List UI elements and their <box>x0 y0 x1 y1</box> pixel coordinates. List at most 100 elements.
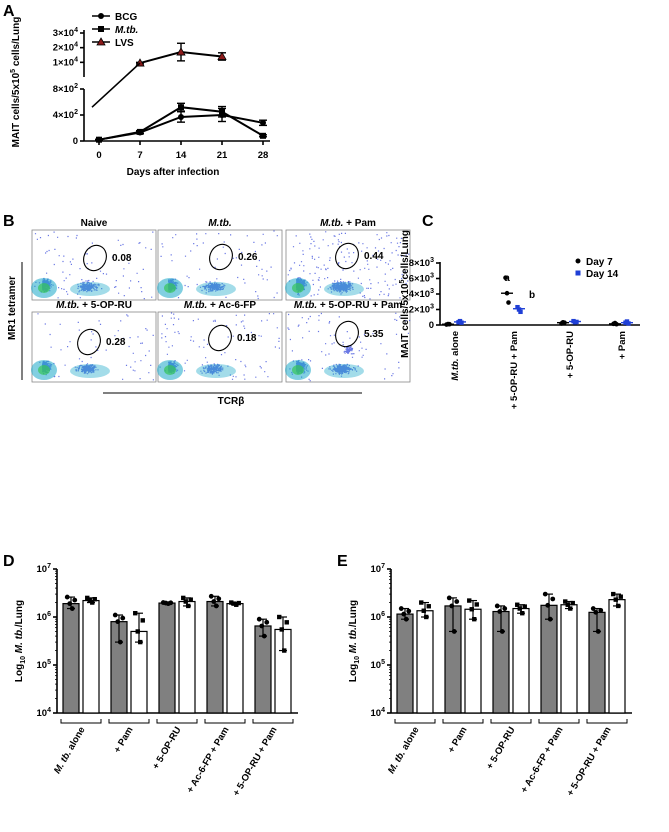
legend-marker <box>575 270 581 276</box>
data-point <box>616 603 621 609</box>
data-point <box>213 603 219 609</box>
bar-group <box>588 606 606 714</box>
y-tick-label: 8×102 <box>53 83 78 95</box>
population-core <box>38 365 50 375</box>
group-bracket <box>394 719 436 724</box>
data-point <box>613 597 618 602</box>
group-bracket <box>538 719 580 724</box>
data-point <box>515 304 520 310</box>
data-point <box>231 601 236 606</box>
data-point <box>137 128 143 135</box>
y-tick-label: 106 <box>37 611 52 623</box>
panel-label-b: B <box>3 213 15 230</box>
population-core <box>164 283 176 293</box>
data-point <box>593 609 599 615</box>
legend-marker <box>98 13 104 19</box>
flow-plot: 0.26 M.tb. <box>157 218 283 301</box>
data-point <box>90 600 95 605</box>
plot-title: M.tb. + Pam <box>320 218 376 229</box>
group-bracket <box>60 719 102 724</box>
y-tick-label: 107 <box>37 563 52 575</box>
bar-group <box>492 603 510 714</box>
data-point <box>133 610 138 616</box>
data-point <box>590 606 596 611</box>
category-label: M. tb. alone <box>386 725 422 776</box>
data-point <box>497 609 503 614</box>
data-point <box>398 606 404 611</box>
category-label: + 5-OP-RU <box>484 725 517 772</box>
mait-gate <box>335 242 359 270</box>
population-core <box>38 283 50 293</box>
bar <box>560 604 578 714</box>
data-point <box>467 598 472 603</box>
category-label: + Ac-6-FP + Pam <box>185 725 232 795</box>
bar-group <box>130 610 148 714</box>
y-tick-label: 3×104 <box>53 27 78 39</box>
legend-label: BCG <box>115 12 137 23</box>
bar-group <box>82 595 100 714</box>
flow-plot: 0.44 M.tb. + Pam <box>285 218 411 301</box>
data-point <box>469 607 474 612</box>
bar <box>254 625 272 714</box>
data-point <box>419 600 424 605</box>
mait-gate <box>335 320 359 348</box>
data-point <box>178 113 184 120</box>
data-point <box>406 608 412 614</box>
data-point <box>421 608 426 613</box>
data-point <box>69 606 75 611</box>
legend-item: M.tb. <box>92 25 138 36</box>
data-point <box>449 603 455 609</box>
population-cluster <box>196 282 236 296</box>
x-tick-label: 14 <box>176 150 187 161</box>
bar <box>178 600 196 714</box>
data-point <box>72 597 78 603</box>
y-axis-title: MR1 tetramer <box>7 276 18 340</box>
data-point <box>208 593 214 599</box>
mait-gate <box>208 324 232 352</box>
data-point <box>115 619 121 625</box>
flow-plot: 5.35 M.tb. + 5-OP-RU + Pam <box>285 300 411 383</box>
gate-frequency: 5.35 <box>364 329 384 340</box>
bar <box>226 603 244 714</box>
data-point <box>256 616 262 622</box>
legend-marker <box>575 258 581 264</box>
x-tick-label: 0 <box>96 150 101 161</box>
bar-group <box>512 602 530 714</box>
bar-group <box>274 614 292 714</box>
data-point <box>563 599 568 604</box>
bar-group <box>416 600 434 714</box>
data-point <box>401 611 407 617</box>
x-axis-title: TCRβ <box>218 396 245 407</box>
axis-break-line <box>91 62 141 108</box>
data-point <box>176 47 186 56</box>
population-core <box>292 283 304 293</box>
bar <box>82 599 100 714</box>
population-cluster <box>196 364 236 378</box>
data-point <box>117 639 123 645</box>
data-point <box>282 648 287 653</box>
y-tick-label: 0 <box>429 320 434 331</box>
data-point <box>446 595 452 601</box>
group-bracket <box>204 719 246 724</box>
chart-a: 0 7 14 21 28 0 4×102 8×102 1×104 2×104 3×104 Days a… <box>10 12 270 178</box>
bar <box>396 613 414 714</box>
y-tick-label: 104 <box>37 707 52 719</box>
bar <box>512 607 530 714</box>
group-bracket <box>490 719 532 724</box>
y-tick-label: 107 <box>371 563 386 575</box>
data-point <box>568 606 573 611</box>
series-mtb <box>95 102 267 143</box>
bar-group <box>396 606 414 714</box>
data-point <box>236 600 241 606</box>
data-point <box>472 616 477 622</box>
bar-group <box>62 594 80 714</box>
panel-label-d: D <box>3 553 15 570</box>
x-tick-label: 7 <box>137 150 142 161</box>
x-tick-label: 28 <box>258 150 269 161</box>
data-point <box>518 309 523 315</box>
y-tick-label: 4×103 <box>409 288 434 300</box>
chart-d: 104 105 106 107 Log10 M. tb./Lung M. tb. alon… <box>14 563 298 798</box>
data-point <box>168 600 174 606</box>
